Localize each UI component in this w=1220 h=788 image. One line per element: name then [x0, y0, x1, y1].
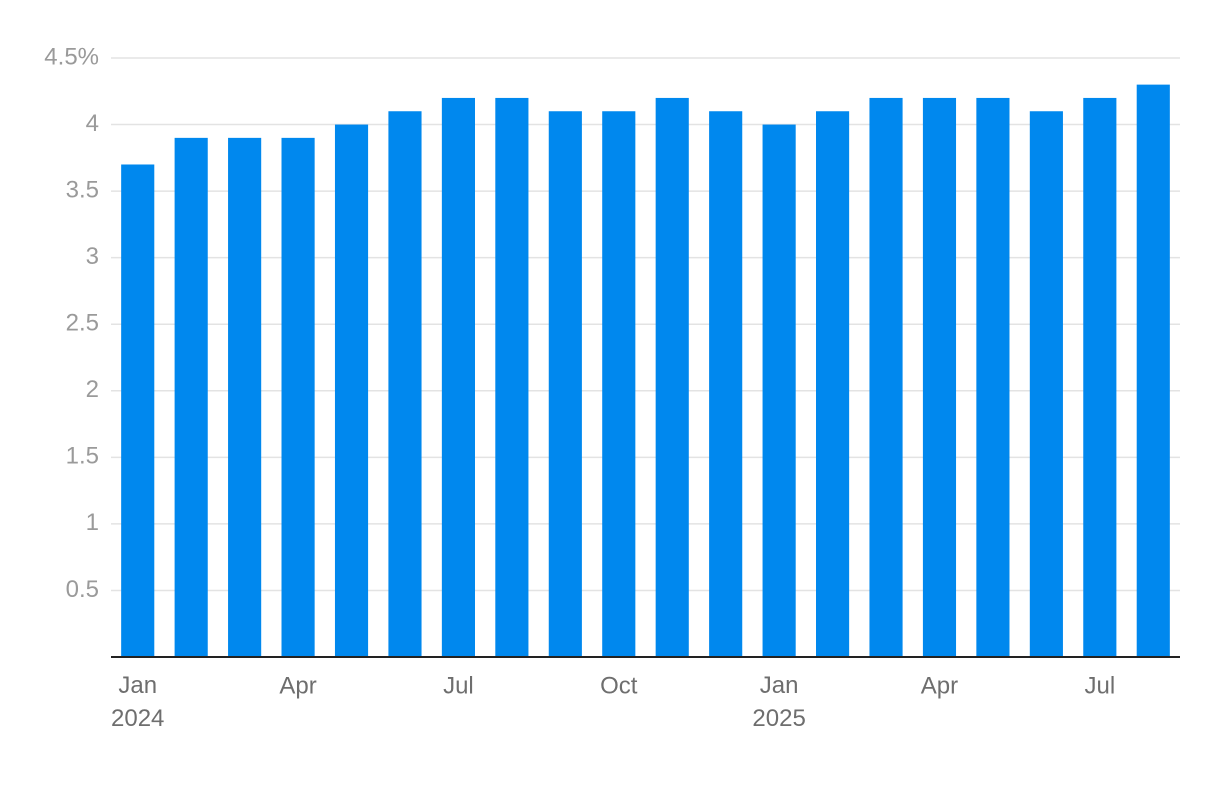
bar [388, 111, 422, 657]
x-tick-label: Apr [921, 672, 958, 699]
y-tick-label: 3 [86, 243, 99, 270]
bar [709, 111, 743, 657]
bar [174, 137, 208, 657]
bar [281, 137, 315, 657]
bar [1029, 111, 1063, 657]
y-tick-label: 0.5 [66, 576, 99, 603]
x-tick-label: Oct [600, 672, 638, 699]
bar [121, 164, 155, 657]
bar [334, 124, 369, 658]
y-tick-label: 4 [86, 110, 99, 137]
bar [655, 97, 689, 657]
bar [495, 97, 529, 657]
x-tick-label: Jul [1084, 672, 1115, 699]
y-tick-label: 1.5 [66, 443, 99, 470]
y-tick-label: 1 [86, 509, 99, 536]
x-tick-label: Apr [279, 672, 316, 699]
x-tick-label: Jul [443, 672, 474, 699]
bar [1136, 84, 1170, 658]
bar [228, 137, 262, 657]
bar [762, 124, 796, 658]
bar [441, 97, 475, 657]
bar [548, 111, 582, 657]
bar [1083, 97, 1117, 657]
y-tick-label: 2 [86, 376, 99, 403]
x-tick-label: Jan 2024 [111, 672, 164, 732]
bar [602, 111, 636, 657]
bar [976, 97, 1010, 657]
bar [816, 111, 850, 657]
bar [922, 97, 957, 657]
x-tick-label: Jan 2025 [752, 672, 805, 732]
y-tick-label: 2.5 [66, 310, 99, 337]
y-tick-label: 3.5 [66, 176, 99, 203]
bar [869, 97, 903, 657]
y-tick-label: 4.5% [44, 43, 99, 70]
